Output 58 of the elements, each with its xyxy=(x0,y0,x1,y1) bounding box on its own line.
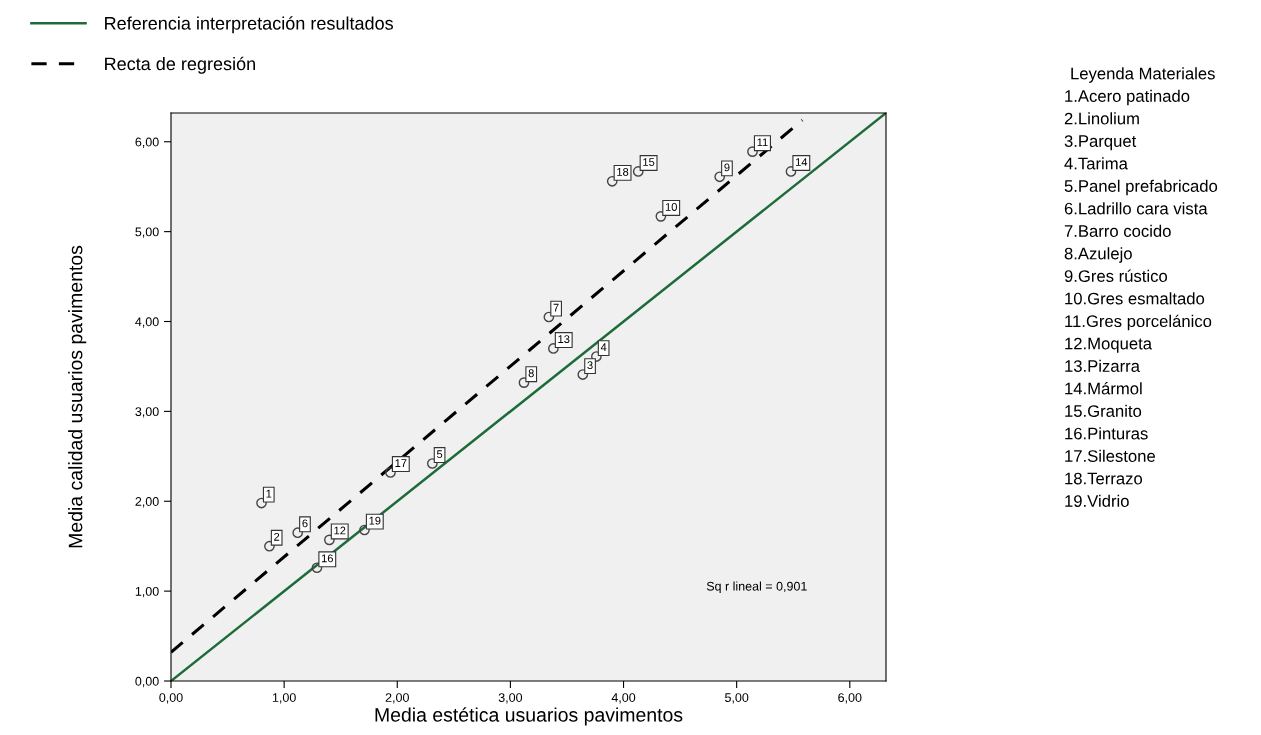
annotation: 5 xyxy=(436,450,443,459)
annotation: 3 xyxy=(587,361,593,370)
annotation: 16 xyxy=(321,554,333,563)
annotation: 8 xyxy=(528,369,534,378)
text: 18.Terrazo xyxy=(1065,472,1143,485)
annotation: 11 xyxy=(757,138,768,147)
annotation: 10 xyxy=(665,203,677,211)
text: 8.Azulejo xyxy=(1064,247,1132,263)
y-axis-title: Media calidad usuarios pavimentos xyxy=(68,245,87,548)
legend-label: Referencia interpretación resultados xyxy=(105,16,394,34)
text: 12.Moqueta xyxy=(1065,337,1153,353)
annotation: 4 xyxy=(600,343,607,351)
annotation: 7 xyxy=(553,303,559,312)
annotation: 15 xyxy=(643,158,655,166)
text: 19.Vidrio xyxy=(1065,494,1129,507)
text: 6.Ladrillo cara vista xyxy=(1064,202,1208,215)
annotation: 1 xyxy=(266,489,272,498)
text: 3.Parquet xyxy=(1064,135,1137,151)
y-tick-label: 1,00 xyxy=(135,586,159,598)
legend-label: Recta de regresión xyxy=(105,56,255,74)
annotation: 19 xyxy=(369,516,381,525)
x-tick-label: 6,00 xyxy=(838,693,862,704)
text: 9.Gres rústico xyxy=(1064,269,1168,282)
y-tick-label: 2,00 xyxy=(135,497,159,508)
text: 7.Barro cocido xyxy=(1064,224,1171,237)
annotation: 2 xyxy=(274,532,280,541)
annotation: 18 xyxy=(617,167,629,176)
text: 11.Gres porcelánico xyxy=(1065,314,1212,331)
annotation: Sq r lineal = 0,901 xyxy=(706,581,807,594)
text: 5.Panel prefabricado xyxy=(1064,179,1218,196)
text: 1.Acero patinado xyxy=(1065,89,1190,106)
y-tick-label: 3,00 xyxy=(135,407,159,418)
x-tick-label: 1,00 xyxy=(272,693,296,704)
y-tick-label: 0,00 xyxy=(135,676,159,688)
text: 2.Linolium xyxy=(1064,112,1139,125)
y-tick-label: 4,00 xyxy=(135,317,159,328)
annotation: 12 xyxy=(334,526,346,535)
x-tick-label: 2,00 xyxy=(385,693,409,704)
annotation: 13 xyxy=(558,335,570,344)
x-axis-title: Media estética usuarios pavimentos xyxy=(375,707,683,726)
annotation: 17 xyxy=(395,459,407,467)
text: 16.Pinturas xyxy=(1065,427,1148,440)
x-tick-label: 4,00 xyxy=(611,693,636,704)
text: 13.Pizarra xyxy=(1065,359,1140,372)
x-tick-label: 5,00 xyxy=(725,693,749,704)
x-tick-label: 0,00 xyxy=(159,693,183,704)
text: 4.Tarima xyxy=(1064,157,1128,170)
text: 17.Silestone xyxy=(1065,449,1155,462)
x-tick-label: 3,00 xyxy=(498,693,523,704)
annotation: 9 xyxy=(724,163,730,172)
text: 10.Gres esmaltado xyxy=(1065,292,1205,305)
text: 14.Mármol xyxy=(1065,382,1142,395)
annotation: 6 xyxy=(302,519,308,528)
text: Leyenda Materiales xyxy=(1071,67,1215,83)
y-tick-label: 6,00 xyxy=(135,137,159,148)
text: 15.Granito xyxy=(1065,404,1142,417)
annotation: 14 xyxy=(795,158,808,166)
y-tick-label: 5,00 xyxy=(135,227,159,238)
